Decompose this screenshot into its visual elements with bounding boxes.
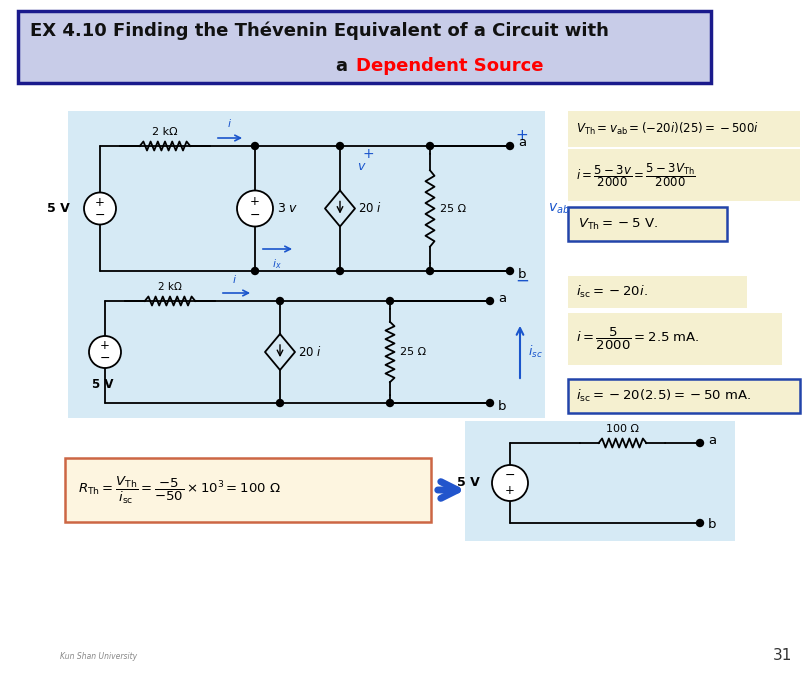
Text: EX 4.10 Finding the Thévenin Equivalent of a Circuit with: EX 4.10 Finding the Thévenin Equivalent … <box>30 21 609 39</box>
Circle shape <box>486 298 494 304</box>
Text: $V_{\mathrm{Th}} = v_{\mathrm{ab}} = (-20i)(25) = -500i$: $V_{\mathrm{Th}} = v_{\mathrm{ab}} = (-2… <box>576 121 759 137</box>
FancyBboxPatch shape <box>568 313 782 365</box>
Text: b: b <box>518 268 527 281</box>
Circle shape <box>696 439 704 447</box>
Text: −: − <box>515 272 529 290</box>
Circle shape <box>237 191 273 227</box>
FancyBboxPatch shape <box>568 379 800 413</box>
Text: $i_x$: $i_x$ <box>272 257 282 271</box>
Circle shape <box>486 400 494 407</box>
Text: 2 kΩ: 2 kΩ <box>152 127 178 137</box>
Circle shape <box>507 268 514 274</box>
Text: Kun Shan University: Kun Shan University <box>60 652 137 661</box>
Text: +: + <box>100 339 110 352</box>
Text: a: a <box>708 434 716 447</box>
Text: +: + <box>95 195 105 208</box>
Text: $i_{\mathrm{sc}} = -20i.$: $i_{\mathrm{sc}} = -20i.$ <box>576 284 648 300</box>
Circle shape <box>336 142 343 150</box>
Text: $v$: $v$ <box>357 159 367 172</box>
Text: $i_{\mathrm{sc}} = -20(2.5) = -50\ \mathrm{mA.}$: $i_{\mathrm{sc}} = -20(2.5) = -50\ \math… <box>576 388 751 404</box>
Text: $i = \dfrac{5-3v}{2000} = \dfrac{5-3V_{\mathrm{Th}}}{2000}$: $i = \dfrac{5-3v}{2000} = \dfrac{5-3V_{\… <box>576 161 696 189</box>
Circle shape <box>84 193 116 225</box>
Circle shape <box>492 465 528 501</box>
Text: +: + <box>250 195 260 208</box>
Text: a: a <box>518 136 526 150</box>
Circle shape <box>507 142 514 150</box>
Circle shape <box>89 336 121 368</box>
Text: a: a <box>498 291 506 304</box>
Text: −: − <box>250 209 260 222</box>
FancyBboxPatch shape <box>65 458 431 522</box>
Text: 20 $i$: 20 $i$ <box>358 202 382 215</box>
Circle shape <box>386 298 393 304</box>
FancyBboxPatch shape <box>568 111 800 147</box>
FancyBboxPatch shape <box>568 276 747 308</box>
Text: $i = \dfrac{5}{2000} = 2.5\ \mathrm{mA.}$: $i = \dfrac{5}{2000} = 2.5\ \mathrm{mA.}… <box>576 326 700 352</box>
Text: 3 $v$: 3 $v$ <box>277 202 298 215</box>
Text: a: a <box>336 57 355 75</box>
FancyBboxPatch shape <box>568 149 800 201</box>
Text: $i$: $i$ <box>228 117 233 129</box>
Text: 100 Ω: 100 Ω <box>606 424 639 434</box>
Text: $v_{ab}$: $v_{ab}$ <box>548 202 570 216</box>
Text: 25 Ω: 25 Ω <box>440 204 466 214</box>
Text: 31: 31 <box>772 648 792 663</box>
Text: Dependent Source: Dependent Source <box>356 57 544 75</box>
Circle shape <box>427 142 434 150</box>
Text: $R_{\mathrm{Th}} = \dfrac{V_{\mathrm{Th}}}{i_{\mathrm{sc}}} = \dfrac{-5}{-50} \t: $R_{\mathrm{Th}} = \dfrac{V_{\mathrm{Th}… <box>78 475 281 506</box>
Text: −: − <box>95 208 105 222</box>
Text: −: − <box>505 469 516 482</box>
Circle shape <box>276 400 284 407</box>
Text: 5 V: 5 V <box>92 378 114 391</box>
FancyBboxPatch shape <box>68 111 545 291</box>
Text: b: b <box>708 518 717 531</box>
Text: +: + <box>516 129 528 144</box>
Text: +: + <box>362 147 374 161</box>
Text: $i_{sc}$: $i_{sc}$ <box>528 344 543 360</box>
Text: +: + <box>505 484 515 496</box>
Circle shape <box>251 142 259 150</box>
Text: 2 kΩ: 2 kΩ <box>158 282 182 292</box>
Text: 5 V: 5 V <box>457 477 480 490</box>
FancyBboxPatch shape <box>465 421 735 541</box>
Circle shape <box>336 268 343 274</box>
Circle shape <box>427 268 434 274</box>
Text: 5 V: 5 V <box>47 202 70 215</box>
Circle shape <box>386 400 393 407</box>
FancyBboxPatch shape <box>568 207 727 241</box>
Text: $V_{\mathrm{Th}} = -5\ \mathrm{V.}$: $V_{\mathrm{Th}} = -5\ \mathrm{V.}$ <box>578 217 658 232</box>
Circle shape <box>696 520 704 526</box>
FancyBboxPatch shape <box>18 11 711 83</box>
Circle shape <box>276 298 284 304</box>
FancyBboxPatch shape <box>68 276 545 418</box>
Text: 25 Ω: 25 Ω <box>400 347 426 357</box>
Text: b: b <box>498 400 507 413</box>
Text: $i$: $i$ <box>233 273 238 285</box>
Text: 20 $i$: 20 $i$ <box>298 345 322 359</box>
Circle shape <box>251 268 259 274</box>
Text: −: − <box>99 352 110 365</box>
